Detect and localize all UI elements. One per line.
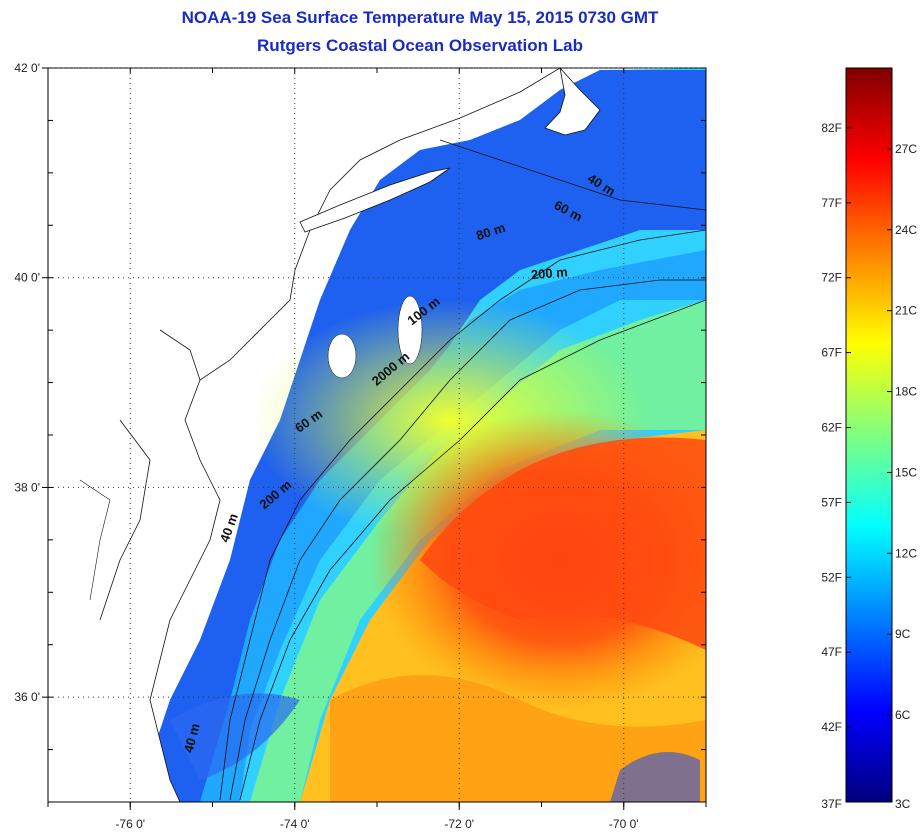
lat-tick-label: 42 0' (14, 61, 40, 75)
map-title: NOAA-19 Sea Surface Temperature May 15, … (181, 8, 659, 27)
cb-f-label: 57F (821, 495, 842, 509)
lon-tick-label: -74 0' (280, 817, 310, 831)
cb-f-label: 82F (821, 121, 842, 135)
cb-f-label: 42F (821, 720, 842, 734)
cb-c-label: 3C (895, 797, 911, 811)
cb-c-label: 9C (895, 627, 911, 641)
colorbar-labels: 82F 77F 72F 67F 62F 57F 52F 47F 42F 37F 27C 24C 21C 1… (821, 121, 917, 811)
lat-tick-label: 40 0' (14, 271, 40, 285)
map-tick-labels: -76 0' -74 0' -72 0' -70 0' 42 0' 40 0' 38 0' 3… (14, 61, 707, 831)
colorbar (845, 67, 893, 803)
cb-c-label: 21C (895, 304, 917, 318)
cb-f-label: 52F (821, 570, 842, 584)
cb-f-label: 47F (821, 645, 842, 659)
lon-tick-label: -76 0' (115, 817, 145, 831)
cb-f-label: 37F (821, 797, 842, 811)
cb-f-label: 72F (821, 271, 842, 285)
cb-f-label: 77F (821, 196, 842, 210)
depth-label: 40 m (181, 722, 203, 755)
cb-c-label: 18C (895, 385, 917, 399)
cb-c-label: 27C (895, 142, 917, 156)
lat-tick-label: 38 0' (14, 480, 40, 494)
sst-field (48, 68, 706, 802)
depth-label: 200 m (530, 264, 568, 282)
map-subtitle: Rutgers Coastal Ocean Observation Lab (257, 36, 583, 55)
cb-c-label: 6C (895, 708, 911, 722)
cb-c-label: 12C (895, 546, 917, 560)
cb-c-label: 15C (895, 465, 917, 479)
cb-f-label: 67F (821, 346, 842, 360)
lat-tick-label: 36 0' (14, 690, 40, 704)
cb-c-label: 24C (895, 223, 917, 237)
cb-f-label: 62F (821, 421, 842, 435)
lon-tick-label: -70 0' (609, 817, 639, 831)
lon-tick-label: -72 0' (444, 817, 474, 831)
